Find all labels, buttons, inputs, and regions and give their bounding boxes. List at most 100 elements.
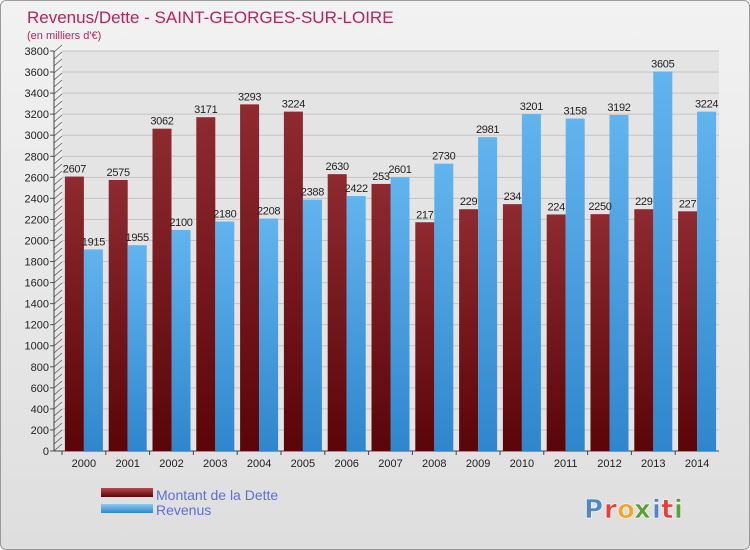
data-label-revenus: 3201 [520, 101, 543, 113]
y-tick-label: 1600 [25, 278, 49, 290]
logo-letter: t [661, 495, 673, 525]
x-tick-label: 2000 [72, 458, 96, 470]
y-tick-label: 3200 [25, 109, 49, 121]
bar-revenus [83, 249, 103, 451]
data-label-revenus: 2180 [213, 209, 236, 221]
data-label-revenus: 2388 [301, 187, 324, 199]
bar-revenus [215, 221, 235, 451]
bar-revenus [346, 196, 366, 451]
y-tick-label: 3800 [25, 46, 49, 58]
data-label-dette: 3224 [282, 99, 305, 111]
plot-area: 0 200 400 600 800 1000 1200 1400 1600 1800 2000 220… [25, 44, 719, 470]
logo-letter: o [617, 495, 635, 525]
bar-dette [327, 174, 347, 451]
bar-revenus [302, 199, 322, 451]
data-label-revenus: 2208 [257, 206, 280, 218]
y-tick-label: 3000 [25, 130, 49, 142]
y-tick-label: 1800 [25, 257, 49, 269]
bar-revenus [390, 177, 410, 452]
chart-title: Revenus/Dette - SAINT-GEORGES-SUR-LOIRE [27, 8, 394, 27]
bar-dette [546, 214, 566, 451]
y-tick-label: 1000 [25, 341, 49, 353]
bar-revenus [521, 114, 541, 451]
bar-dette [502, 204, 522, 451]
data-label-revenus: 3192 [607, 102, 630, 114]
x-tick-label: 2003 [203, 458, 227, 470]
y-tick-label: 400 [31, 404, 49, 416]
bar-revenus [478, 137, 498, 452]
data-label-dette: 2250 [588, 201, 611, 213]
data-label-dette: 253 [372, 171, 390, 183]
bar-dette [64, 176, 84, 451]
x-tick-label: 2008 [422, 458, 446, 470]
x-tick-label: 2012 [597, 458, 621, 470]
y-tick-label: 0 [43, 446, 49, 458]
y-tick-label: 2400 [25, 193, 49, 205]
logo-letter: r [604, 495, 617, 525]
legend: Montant de la Dette Revenus [101, 487, 278, 518]
data-label-dette: 3293 [238, 91, 261, 103]
data-label-dette: 2607 [63, 164, 86, 176]
bar-dette [459, 209, 479, 451]
data-label-dette: 2575 [107, 167, 130, 179]
bar-dette [415, 222, 435, 451]
x-tick-label: 2001 [115, 458, 139, 470]
logo-letter: P [584, 495, 603, 525]
y-tick-label: 3400 [25, 88, 49, 100]
bar-revenus [653, 71, 673, 452]
logo-letter: i [674, 495, 683, 525]
data-label-dette: 224 [547, 201, 565, 213]
bar-revenus [434, 163, 454, 451]
data-label-revenus: 1955 [126, 232, 149, 244]
bar-dette [196, 117, 216, 452]
data-label-dette: 229 [460, 196, 478, 208]
x-tick-label: 2010 [510, 458, 534, 470]
y-tick-label: 2200 [25, 214, 49, 226]
bar-dette [634, 209, 654, 451]
data-label-revenus: 2100 [169, 217, 192, 229]
bar-dette [590, 214, 610, 451]
legend-label-revenus: Revenus [156, 502, 211, 518]
y-tick-label: 200 [31, 425, 49, 437]
x-tick-label: 2005 [291, 458, 315, 470]
data-label-revenus: 2730 [432, 151, 455, 163]
data-label-dette: 3171 [194, 104, 217, 116]
legend-swatch-dette [101, 488, 153, 497]
legend-label-dette: Montant de la Dette [156, 487, 278, 503]
data-label-dette: 227 [679, 198, 697, 210]
x-tick-label: 2009 [466, 458, 490, 470]
y-tick-label: 3600 [25, 67, 49, 79]
bar-revenus [565, 118, 585, 451]
data-label-dette: 229 [635, 196, 653, 208]
bar-revenus [127, 245, 147, 451]
x-tick-label: 2007 [378, 458, 402, 470]
bar-revenus [259, 218, 279, 451]
legend-swatch-revenus [101, 504, 153, 513]
y-tick-label: 2000 [25, 235, 49, 247]
bar-dette [678, 211, 698, 451]
y-tick-label: 2600 [25, 172, 49, 184]
axis-hatch [53, 44, 63, 452]
y-tick-label: 1400 [25, 299, 49, 311]
chart-subtitle: (en milliers d'€) [27, 30, 101, 42]
data-label-revenus: 2422 [345, 183, 368, 195]
data-label-revenus: 2601 [388, 164, 411, 176]
data-label-dette: 3062 [150, 116, 173, 128]
data-label-revenus: 3224 [695, 99, 718, 111]
y-tick-label: 1200 [25, 320, 49, 332]
bar-revenus [171, 229, 191, 451]
y-tick-label: 800 [31, 362, 49, 374]
bar-revenus [609, 115, 629, 451]
bar-dette [283, 111, 303, 451]
bar-dette [240, 104, 260, 452]
logo-letter: x [634, 495, 651, 525]
logo-letter: i [652, 495, 661, 525]
x-tick-label: 2014 [685, 458, 709, 470]
x-tick-label: 2006 [334, 458, 358, 470]
bar-dette [152, 128, 172, 451]
data-label-revenus: 3605 [651, 59, 674, 71]
x-tick-label: 2013 [641, 458, 665, 470]
data-label-revenus: 2981 [476, 124, 499, 136]
